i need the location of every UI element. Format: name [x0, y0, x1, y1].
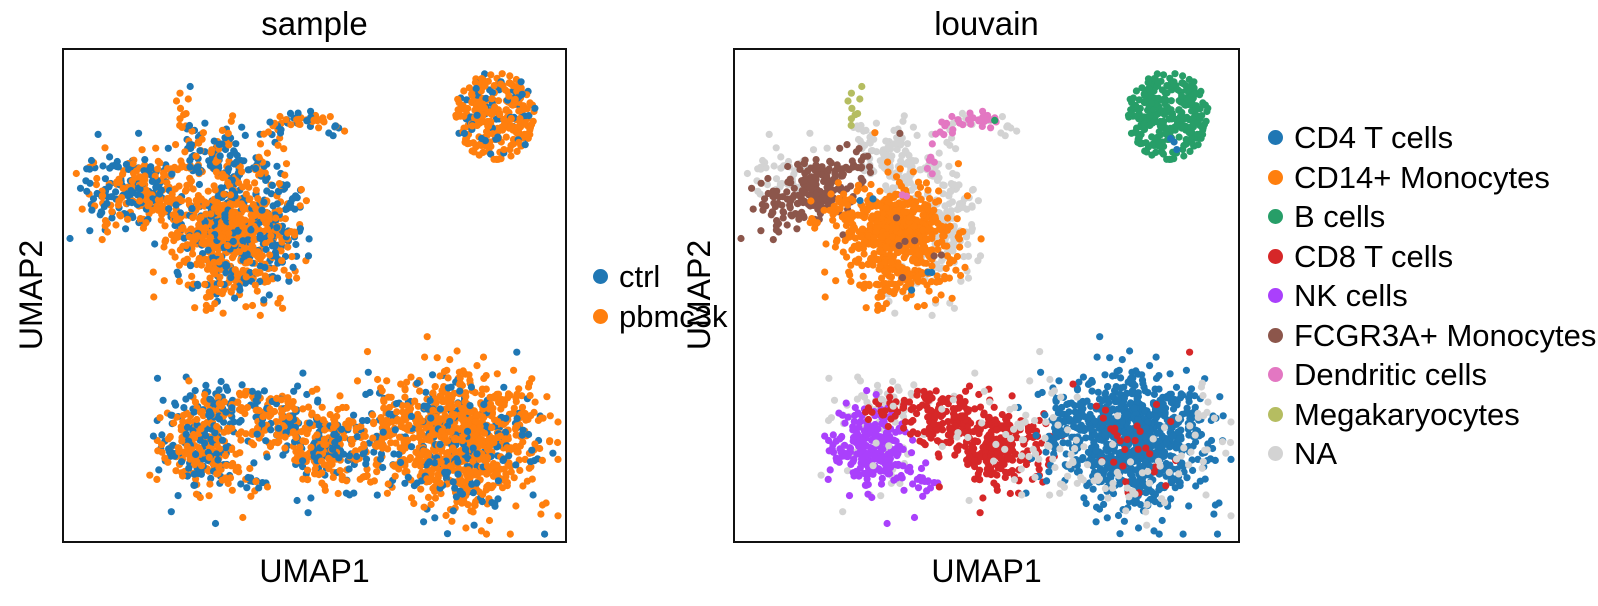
legend-item-label: Dendritic cells — [1294, 357, 1487, 393]
legend-marker-icon — [593, 269, 608, 285]
legend-marker-icon — [1268, 367, 1283, 383]
louvain-legend: CD4 T cells CD14+ Monocytes B cells CD8 T c… — [1268, 118, 1596, 474]
legend-item-na: NA — [1268, 434, 1596, 474]
legend-item-label: FCGR3A+ Monocytes — [1294, 317, 1597, 353]
legend-item-cd4-t-cells: CD4 T cells — [1268, 118, 1596, 158]
legend-item-cd8-t-cells: CD8 T cells — [1268, 237, 1596, 277]
left-panel-title: sample — [261, 5, 368, 42]
sample-scatter-points — [66, 70, 562, 538]
legend-item-label: CD8 T cells — [1294, 238, 1454, 274]
legend-marker-icon — [1268, 288, 1283, 304]
legend-item-label: Megakaryocytes — [1294, 396, 1520, 432]
legend-marker-icon — [1268, 446, 1283, 462]
right-panel-title: louvain — [934, 5, 1039, 42]
legend-item-dendritic-cells: Dendritic cells — [1268, 355, 1596, 395]
legend-marker-icon — [1268, 169, 1283, 185]
legend-item-b-cells: B cells — [1268, 197, 1596, 237]
legend-item-label: CD4 T cells — [1294, 120, 1454, 156]
legend-item-megakaryocytes: Megakaryocytes — [1268, 395, 1596, 435]
legend-item-label: ctrl — [619, 259, 661, 295]
left-yaxis-label: UMAP2 — [13, 239, 49, 351]
legend-item-label: NK cells — [1294, 278, 1408, 314]
legend-item-label: CD14+ Monocytes — [1294, 159, 1550, 195]
legend-marker-icon — [1268, 130, 1283, 146]
left-plot-area — [62, 48, 567, 543]
legend-item-fcgr3a-monocytes: FCGR3A+ Monocytes — [1268, 316, 1596, 356]
sample-legend: ctrl pbmc3k — [593, 257, 728, 336]
legend-item-pbmc3k: pbmc3k — [593, 297, 728, 337]
legend-marker-icon — [1268, 209, 1283, 225]
legend-marker-icon — [1268, 406, 1283, 422]
legend-item-cd14-monocytes: CD14+ Monocytes — [1268, 158, 1596, 198]
left-xaxis-label: UMAP1 — [259, 553, 370, 589]
right-plot-area — [733, 48, 1240, 543]
legend-marker-icon — [1268, 248, 1283, 264]
legend-item-nk-cells: NK cells — [1268, 276, 1596, 316]
legend-item-ctrl: ctrl — [593, 257, 728, 297]
legend-marker-icon — [593, 308, 608, 324]
legend-item-label: B cells — [1294, 199, 1386, 235]
right-xaxis-label: UMAP1 — [931, 553, 1042, 589]
louvain-scatter-points — [737, 70, 1235, 538]
legend-item-label: NA — [1294, 436, 1338, 472]
right-yaxis-label: UMAP2 — [681, 239, 717, 351]
legend-item-label: pbmc3k — [619, 298, 728, 334]
legend-marker-icon — [1268, 327, 1283, 343]
